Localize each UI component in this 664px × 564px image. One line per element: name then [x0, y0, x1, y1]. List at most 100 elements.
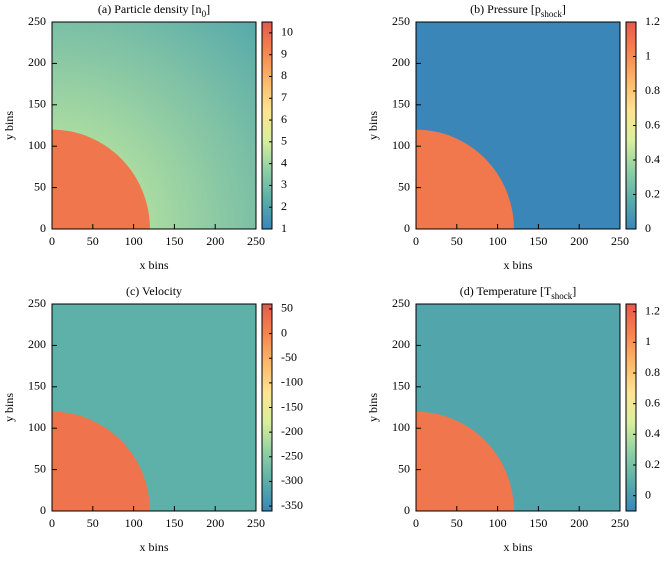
colorbar-tick-label: -250 — [281, 449, 303, 463]
colorbar-tick-label: 0 — [281, 325, 287, 339]
colorbar-tick-label: 4 — [281, 155, 287, 169]
colorbar-tick-label: 1 — [645, 334, 651, 348]
plot-frame — [415, 303, 621, 512]
x-axis-label: x bins — [139, 540, 168, 554]
inside-region — [416, 411, 514, 511]
x-tick-label: 200 — [570, 516, 588, 530]
colorbar-tick-label: 7 — [281, 90, 287, 104]
colorbar-tick-label: 8 — [281, 68, 287, 82]
colorbar-tick-label: 10 — [281, 25, 293, 39]
x-tick-label: 0 — [413, 234, 419, 248]
heatmap — [416, 304, 620, 511]
title-part: (d) Temperature [T — [460, 284, 552, 298]
y-tick-label: 250 — [392, 296, 410, 310]
x-tick-label: 100 — [489, 234, 507, 248]
y-tick-label: 100 — [392, 420, 410, 434]
y-tick-label: 150 — [28, 379, 46, 393]
colorbar-tick-label: 2 — [281, 199, 287, 213]
y-axis-label: y bins — [2, 393, 16, 422]
title-part: ] — [206, 2, 210, 16]
x-axis-label: x bins — [139, 258, 168, 272]
title-part: (a) Particle density [n — [98, 2, 202, 16]
x-tick-label: 250 — [247, 516, 265, 530]
plot-frame — [51, 303, 257, 512]
y-axis-label: y bins — [366, 393, 380, 422]
colorbar-tick-label: 0.2 — [645, 457, 660, 471]
x-tick-label: 150 — [165, 234, 183, 248]
x-tick-label: 250 — [611, 234, 629, 248]
title-part: (c) Velocity — [126, 284, 182, 298]
x-axis-label: x bins — [503, 258, 532, 272]
x-tick-label: 0 — [413, 516, 419, 530]
colorbar-tick-label: 5 — [281, 134, 287, 148]
panel-title: (b) Pressure [pshock] — [470, 2, 566, 19]
colorbar-tick-label: 0.8 — [645, 83, 660, 97]
y-tick-label: 200 — [392, 337, 410, 351]
inside-region — [416, 129, 514, 229]
y-tick-label: 200 — [28, 337, 46, 351]
colorbar-tick-label: -100 — [281, 375, 303, 389]
plot-frame — [415, 21, 621, 230]
y-tick-label: 250 — [28, 14, 46, 28]
colorbar-tick-label: 50 — [281, 301, 293, 315]
y-tick-label: 100 — [28, 420, 46, 434]
y-tick-label: 0 — [404, 503, 410, 517]
x-axis-label: x bins — [503, 540, 532, 554]
x-tick-label: 0 — [49, 516, 55, 530]
x-tick-label: 0 — [49, 234, 55, 248]
y-tick-label: 100 — [28, 138, 46, 152]
colorbar-tick-label: 0.6 — [645, 395, 660, 409]
inside-region — [52, 129, 150, 229]
plot-frame — [51, 21, 257, 230]
x-tick-label: 200 — [206, 234, 224, 248]
colorbar-tick-label: 0 — [645, 221, 651, 235]
colorbar-tick-label: 9 — [281, 46, 287, 60]
y-tick-label: 150 — [392, 379, 410, 393]
panel-title: (c) Velocity — [126, 284, 182, 298]
y-axis-label: y bins — [366, 111, 380, 140]
colorbar-tick-label: 0.4 — [645, 426, 660, 440]
title-part: ] — [562, 2, 566, 16]
colorbar-tick-label: 1 — [281, 221, 287, 235]
y-tick-label: 250 — [392, 14, 410, 28]
y-tick-label: 0 — [40, 221, 46, 235]
y-tick-label: 50 — [34, 179, 46, 193]
title-part: shock — [551, 291, 572, 301]
colorbar-tick-label: -150 — [281, 399, 303, 413]
x-tick-label: 100 — [125, 234, 143, 248]
x-tick-label: 200 — [206, 516, 224, 530]
x-tick-label: 150 — [529, 234, 547, 248]
heatmap — [52, 22, 256, 229]
colorbar-tick-label: 0.2 — [645, 186, 660, 200]
heatmap — [416, 22, 620, 229]
x-tick-label: 100 — [125, 516, 143, 530]
x-tick-label: 50 — [87, 516, 99, 530]
y-tick-label: 0 — [404, 221, 410, 235]
x-tick-label: 50 — [451, 516, 463, 530]
colorbar-tick-label: -200 — [281, 424, 303, 438]
colorbar-tick-label: -50 — [281, 350, 297, 364]
colorbar-tick-label: 1 — [645, 48, 651, 62]
colorbar-tick-label: 0.6 — [645, 117, 660, 131]
x-tick-label: 200 — [570, 234, 588, 248]
y-axis-label: y bins — [2, 111, 16, 140]
inside-region — [52, 411, 150, 511]
y-tick-label: 150 — [28, 97, 46, 111]
y-tick-label: 250 — [28, 296, 46, 310]
title-part: shock — [541, 9, 562, 19]
x-tick-label: 150 — [165, 516, 183, 530]
colorbar-tick-label: -350 — [281, 498, 303, 512]
panel-title: (d) Temperature [Tshock] — [460, 284, 577, 301]
y-tick-label: 50 — [34, 461, 46, 475]
y-tick-label: 0 — [40, 503, 46, 517]
colorbar-tick-label: 0.4 — [645, 152, 660, 166]
y-tick-label: 50 — [398, 179, 410, 193]
colorbar-tick-label: 3 — [281, 177, 287, 191]
colorbar — [261, 21, 273, 230]
colorbar-tick-label: -300 — [281, 473, 303, 487]
title-part: ] — [572, 284, 576, 298]
x-tick-label: 50 — [451, 234, 463, 248]
y-tick-label: 150 — [392, 97, 410, 111]
colorbar-tick-label: 0.8 — [645, 365, 660, 379]
